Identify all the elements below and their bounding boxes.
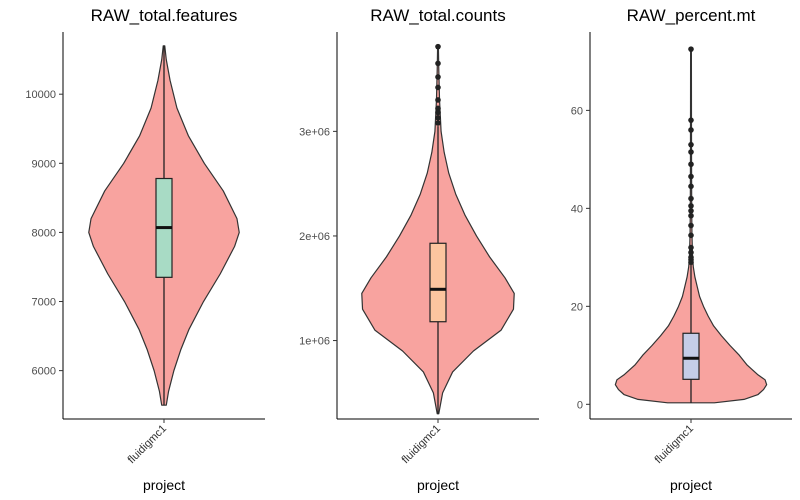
outlier-point [688, 195, 694, 202]
outlier-point [688, 173, 694, 180]
y-tick-label: 20 [571, 301, 583, 313]
outlier-point [688, 203, 694, 209]
outlier-point [435, 114, 441, 121]
x-category-label: fluidigmc1 [126, 423, 170, 467]
outlier-point [688, 244, 694, 251]
iqr-box [429, 242, 447, 323]
y-tick-label: 0 [577, 399, 583, 411]
outlier-point [688, 46, 694, 52]
panel-title: RAW_total.features [91, 6, 238, 25]
panel-percent-mt: RAW_percent.mt project 0 20 40 60 fluidigmc1 [571, 6, 792, 493]
outlier-point [688, 117, 694, 123]
x-axis-title: project [143, 477, 185, 493]
y-tick-label: 2e+06 [299, 231, 330, 243]
outlier-point [435, 97, 441, 103]
outlier-point [688, 127, 694, 133]
outlier-point [435, 120, 441, 126]
y-tick-label: 3e+06 [299, 126, 330, 138]
y-tick-label: 1e+06 [299, 336, 330, 348]
outlier-point [688, 222, 694, 229]
x-category-label: fluidigmc1 [653, 423, 697, 467]
outlier-point [435, 74, 441, 80]
y-tick-label: 10000 [25, 89, 56, 101]
y-tick-label: 9000 [32, 158, 56, 170]
x-category-label: fluidigmc1 [400, 423, 444, 467]
outlier-point [688, 249, 694, 256]
y-tick-label: 7000 [32, 297, 56, 309]
outlier-point [688, 149, 694, 155]
outlier-point [435, 84, 441, 91]
outlier-point [688, 232, 694, 239]
outlier-point [435, 43, 441, 50]
y-tick-label: 6000 [32, 366, 56, 378]
outlier-point [688, 212, 694, 219]
outlier-point [435, 109, 441, 116]
iqr-box [682, 332, 700, 380]
panel-total-features: RAW_total.features project 6000 7000 8000 9… [25, 6, 265, 493]
outlier-point [435, 60, 441, 67]
x-axis-title: project [417, 477, 459, 493]
y-tick-label: 60 [571, 105, 583, 117]
outlier-point [688, 183, 694, 190]
outlier-point [688, 254, 694, 261]
outlier-point [435, 105, 441, 112]
y-tick-label: 40 [571, 203, 583, 215]
y-tick-label: 8000 [32, 227, 56, 239]
outlier-point [688, 161, 694, 168]
outlier-point [688, 208, 694, 214]
panel-title: RAW_percent.mt [627, 6, 756, 25]
x-axis-title: project [670, 477, 712, 493]
outlier-point [688, 141, 694, 148]
panel-total-counts: RAW_total.counts project 1e+06 2e+06 3e+06… [299, 6, 539, 493]
panel-title: RAW_total.counts [370, 6, 505, 25]
